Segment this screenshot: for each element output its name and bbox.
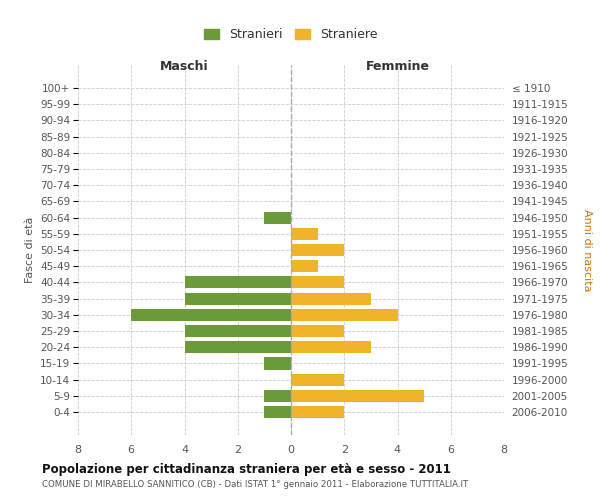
Text: Popolazione per cittadinanza straniera per età e sesso - 2011: Popolazione per cittadinanza straniera p… [42,462,451,475]
Bar [291,406,344,418]
Bar [291,390,424,402]
Text: Maschi: Maschi [160,60,209,74]
Y-axis label: Fasce di età: Fasce di età [25,217,35,283]
Text: Femmine: Femmine [365,60,430,74]
Bar [291,244,344,256]
Bar [291,260,317,272]
Bar [265,358,291,370]
Bar [291,292,371,304]
Bar [291,325,344,337]
Bar [185,276,291,288]
Bar [131,309,291,321]
Bar [185,341,291,353]
Legend: Stranieri, Straniere: Stranieri, Straniere [199,23,383,46]
Bar [265,212,291,224]
Bar [265,406,291,418]
Text: COMUNE DI MIRABELLO SANNITICO (CB) - Dati ISTAT 1° gennaio 2011 - Elaborazione T: COMUNE DI MIRABELLO SANNITICO (CB) - Dat… [42,480,468,489]
Bar [185,292,291,304]
Bar [265,390,291,402]
Bar [291,309,398,321]
Bar [185,325,291,337]
Bar [291,374,344,386]
Bar [291,341,371,353]
Y-axis label: Anni di nascita: Anni di nascita [582,209,592,291]
Bar [291,276,344,288]
Bar [291,228,317,240]
